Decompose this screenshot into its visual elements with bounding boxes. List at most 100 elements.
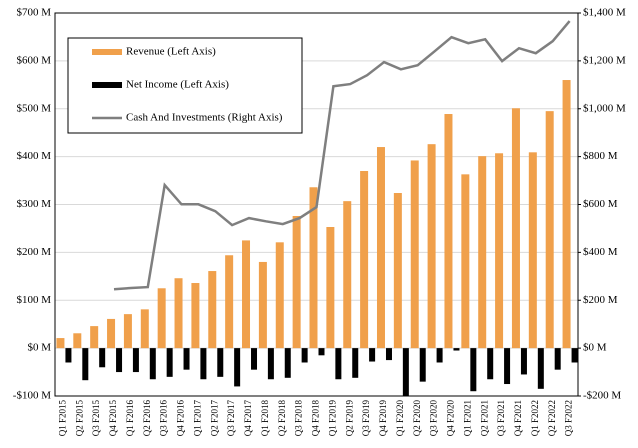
x-tick-label: Q4 F2016 (176, 400, 186, 437)
bar (82, 348, 89, 381)
bar (200, 348, 207, 380)
bar (352, 348, 359, 378)
bar (326, 227, 335, 349)
bar (393, 193, 402, 349)
legend-swatch (92, 49, 122, 55)
bar (343, 201, 352, 349)
x-tick-label: Q2 F2019 (344, 400, 354, 437)
x-tick-label: Q1 F2019 (327, 400, 337, 437)
y-tick-label: $100 M (16, 294, 51, 306)
x-tick-label: Q2 F2017 (209, 400, 219, 437)
x-tick-label: Q2 F2020 (412, 400, 422, 437)
line (113, 20, 571, 291)
x-tick-label: Q1 F2020 (395, 400, 405, 437)
legend-label: Revenue (Left Axis) (126, 46, 216, 58)
bar (470, 348, 477, 392)
x-tick-label: Q3 F2020 (429, 400, 439, 437)
y2-tick-label: -$200 M (583, 390, 621, 402)
bar (107, 318, 116, 349)
x-tick-label: Q2 F2015 (74, 400, 84, 437)
bar (116, 348, 123, 373)
x-tick-label: Q2 F2018 (277, 400, 287, 437)
x-tick-label: Q2 F2016 (142, 400, 152, 437)
bar (487, 348, 494, 380)
bar (495, 153, 504, 349)
legend-label: Net Income (Left Axis) (126, 79, 229, 91)
bar (251, 348, 258, 370)
bar (335, 348, 342, 380)
y-tick-label: $600 M (16, 54, 51, 66)
bar (444, 114, 453, 349)
x-tick-label: Q3 F2015 (91, 400, 101, 437)
bar (166, 348, 173, 377)
bar (242, 240, 251, 349)
bar (217, 348, 224, 377)
bar (56, 338, 65, 349)
bar (284, 348, 291, 378)
x-tick-label: Q1 F2018 (260, 400, 270, 437)
bar (140, 309, 149, 349)
bar (545, 111, 554, 349)
y2-tick-label: $200 M (583, 294, 618, 306)
bar (309, 187, 318, 349)
y-tick-label: $700 M (16, 7, 51, 19)
legend-label: Cash And Investments (Right Axis) (126, 112, 283, 124)
x-tick-label: Q4 F2021 (513, 400, 523, 436)
bar (520, 348, 527, 375)
y2-tick-label: $800 M (583, 150, 618, 162)
y2-tick-label: $400 M (583, 246, 618, 258)
y-tick-label: $300 M (16, 198, 51, 210)
bar (275, 242, 284, 349)
bar (132, 348, 139, 373)
y2-tick-label: $1,200 M (583, 54, 626, 66)
bar (360, 170, 369, 349)
bar (427, 144, 436, 349)
bar (478, 156, 487, 349)
bar (511, 108, 520, 349)
y2-tick-label: $1,000 M (583, 102, 626, 114)
y-tick-label: $500 M (16, 102, 51, 114)
x-tick-label: Q1 F2016 (125, 400, 135, 437)
bar (267, 348, 274, 380)
bar (292, 215, 301, 349)
x-tick-label: Q3 F2016 (159, 400, 169, 437)
x-tick-label: Q1 F2021 (462, 400, 472, 436)
bar (123, 314, 132, 349)
bar (301, 348, 308, 363)
bar (258, 261, 267, 349)
x-tick-label: Q2 F2022 (547, 400, 557, 436)
bar (504, 348, 511, 385)
bar (234, 348, 241, 387)
y-tick-label: $400 M (16, 150, 51, 162)
bar (73, 333, 82, 349)
y-tick-label: $0 M (27, 342, 51, 354)
bar (149, 348, 156, 380)
y2-tick-label: $1,400 M (583, 7, 626, 19)
y2-tick-label: $600 M (583, 198, 618, 210)
bar (318, 348, 325, 356)
bar (99, 348, 106, 368)
x-tick-label: Q4 F2015 (108, 400, 118, 437)
bar (191, 283, 200, 349)
legend: Revenue (Left Axis) Net Income (Left Axis… (67, 37, 303, 134)
bar (419, 348, 426, 382)
bar (225, 255, 234, 349)
y-tick-label: $200 M (16, 246, 51, 258)
x-tick-label: Q3 F2017 (226, 400, 236, 437)
bar (571, 348, 578, 363)
x-tick-label: Q3 F2021 (496, 400, 506, 436)
x-tick-label: Q4 F2019 (378, 400, 388, 437)
plot-frame (54, 12, 579, 397)
x-tick-label: Q3 F2019 (361, 400, 371, 437)
x-tick-label: Q3 F2022 (564, 400, 574, 436)
bar (385, 348, 392, 361)
bar (436, 348, 443, 363)
bar (208, 271, 217, 349)
x-tick-label: Q2 F2021 (479, 400, 489, 436)
x-tick-label: Q4 F2017 (243, 400, 253, 437)
bar (369, 348, 376, 362)
x-tick-label: Q4 F2020 (446, 400, 456, 437)
bar (376, 147, 385, 349)
y2-tick-label: $0 M (583, 342, 607, 354)
bar (65, 348, 72, 363)
